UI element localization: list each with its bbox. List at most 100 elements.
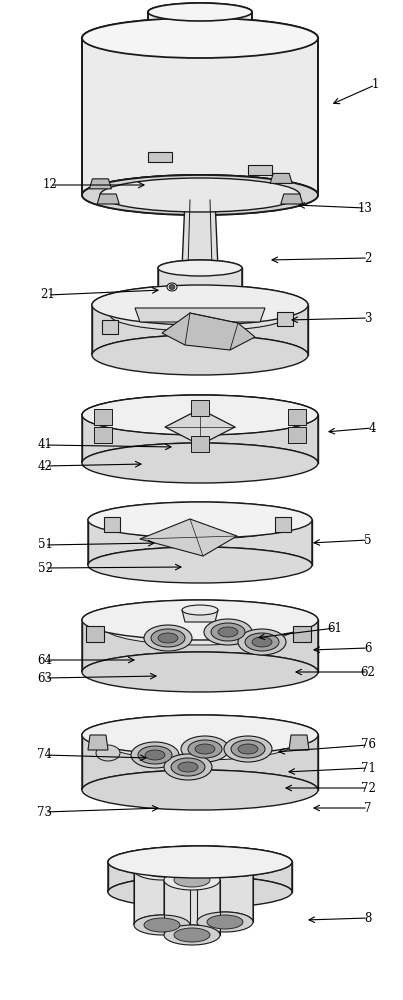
Ellipse shape <box>108 876 292 908</box>
Text: 13: 13 <box>357 202 372 215</box>
Ellipse shape <box>224 736 272 762</box>
Polygon shape <box>288 427 306 443</box>
Ellipse shape <box>88 502 312 538</box>
Ellipse shape <box>108 846 292 878</box>
Polygon shape <box>89 179 111 189</box>
Ellipse shape <box>100 178 300 212</box>
Ellipse shape <box>197 912 253 932</box>
Ellipse shape <box>82 715 318 755</box>
Polygon shape <box>165 409 235 445</box>
Ellipse shape <box>188 740 222 758</box>
Text: 12: 12 <box>43 178 57 192</box>
Polygon shape <box>182 610 218 622</box>
Polygon shape <box>158 260 242 305</box>
Ellipse shape <box>144 918 180 932</box>
Ellipse shape <box>82 600 318 640</box>
Text: 42: 42 <box>37 460 52 473</box>
Polygon shape <box>191 436 209 452</box>
Text: 41: 41 <box>37 438 52 452</box>
Ellipse shape <box>174 873 210 887</box>
Text: 2: 2 <box>364 251 372 264</box>
Ellipse shape <box>96 745 120 761</box>
Ellipse shape <box>182 605 218 615</box>
Ellipse shape <box>158 633 178 643</box>
Text: 1: 1 <box>371 79 379 92</box>
Ellipse shape <box>164 870 220 890</box>
Ellipse shape <box>131 742 179 768</box>
Ellipse shape <box>108 846 292 878</box>
Ellipse shape <box>82 652 318 692</box>
Polygon shape <box>94 409 112 425</box>
Polygon shape <box>134 860 190 925</box>
Ellipse shape <box>178 762 198 772</box>
Text: 71: 71 <box>361 762 376 774</box>
Ellipse shape <box>144 625 192 651</box>
Ellipse shape <box>105 611 295 645</box>
Polygon shape <box>82 18 318 195</box>
Polygon shape <box>82 600 318 672</box>
Ellipse shape <box>245 633 279 651</box>
Ellipse shape <box>197 857 253 877</box>
Ellipse shape <box>238 744 258 754</box>
Ellipse shape <box>82 443 318 483</box>
Text: 6: 6 <box>364 642 372 654</box>
Polygon shape <box>191 400 209 416</box>
Text: 76: 76 <box>361 738 376 752</box>
Polygon shape <box>108 846 292 892</box>
Polygon shape <box>135 308 265 322</box>
Polygon shape <box>148 152 172 162</box>
Ellipse shape <box>88 547 312 583</box>
Ellipse shape <box>112 511 288 539</box>
Ellipse shape <box>238 629 286 655</box>
Polygon shape <box>270 173 292 183</box>
Ellipse shape <box>82 175 318 215</box>
Text: 73: 73 <box>37 806 52 818</box>
Polygon shape <box>104 517 120 532</box>
Ellipse shape <box>164 925 220 945</box>
Ellipse shape <box>167 283 177 291</box>
Polygon shape <box>102 320 118 334</box>
Polygon shape <box>289 735 309 750</box>
Ellipse shape <box>144 863 180 877</box>
Ellipse shape <box>134 915 190 935</box>
Ellipse shape <box>231 740 265 758</box>
Ellipse shape <box>82 395 318 435</box>
Polygon shape <box>97 194 119 204</box>
Ellipse shape <box>211 623 245 641</box>
Polygon shape <box>82 395 318 463</box>
Text: 3: 3 <box>364 312 372 324</box>
Ellipse shape <box>174 928 210 942</box>
Ellipse shape <box>164 754 212 780</box>
Polygon shape <box>164 870 220 935</box>
Ellipse shape <box>148 33 252 51</box>
Ellipse shape <box>158 297 242 313</box>
Polygon shape <box>281 194 303 204</box>
Text: 74: 74 <box>37 748 52 762</box>
Ellipse shape <box>105 726 295 760</box>
Polygon shape <box>288 409 306 425</box>
Ellipse shape <box>134 860 190 880</box>
Ellipse shape <box>82 18 318 58</box>
Text: 62: 62 <box>361 666 376 678</box>
Ellipse shape <box>171 758 205 776</box>
Ellipse shape <box>92 335 308 375</box>
Ellipse shape <box>195 744 215 754</box>
Polygon shape <box>162 313 255 350</box>
Polygon shape <box>82 715 318 790</box>
Text: 72: 72 <box>361 782 376 794</box>
Text: 63: 63 <box>37 672 52 684</box>
Text: 51: 51 <box>37 538 52 552</box>
Ellipse shape <box>112 405 288 435</box>
Polygon shape <box>148 3 252 42</box>
Text: 7: 7 <box>364 802 372 814</box>
Polygon shape <box>197 857 253 922</box>
Polygon shape <box>88 735 108 750</box>
Text: 5: 5 <box>364 534 372 546</box>
Ellipse shape <box>138 746 172 764</box>
Ellipse shape <box>207 915 243 929</box>
Polygon shape <box>293 626 311 642</box>
Ellipse shape <box>92 285 308 325</box>
Polygon shape <box>182 200 218 268</box>
Ellipse shape <box>169 284 175 290</box>
Ellipse shape <box>204 619 252 645</box>
